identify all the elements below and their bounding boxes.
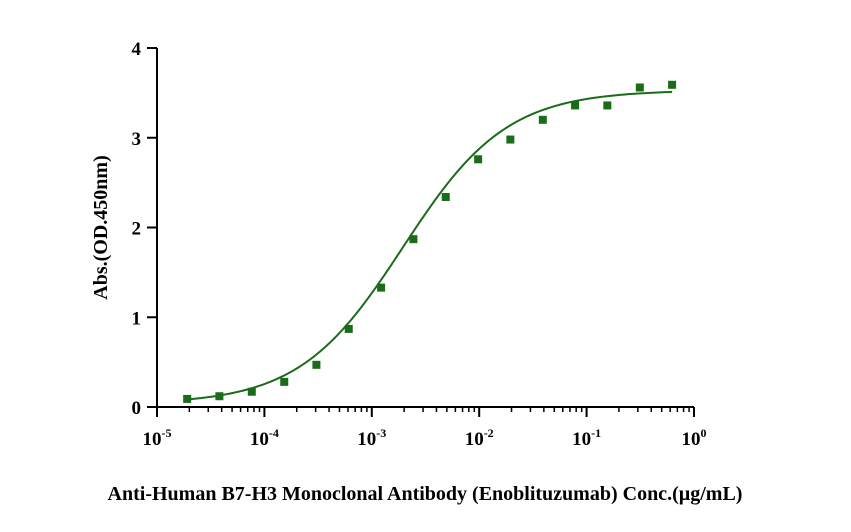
y-tick-label: 2	[132, 219, 142, 240]
data-point	[668, 80, 677, 89]
data-point	[571, 101, 580, 110]
y-tick-label: 1	[132, 308, 142, 329]
data-point	[183, 394, 192, 403]
data-point	[603, 101, 612, 110]
data-point	[474, 155, 483, 164]
data-point	[538, 115, 547, 124]
data-point	[312, 360, 321, 369]
x-axis-title: Anti-Human B7-H3 Monoclonal Antibody (En…	[108, 483, 743, 505]
data-point	[441, 192, 450, 201]
y-tick-label: 0	[132, 398, 142, 419]
data-point	[409, 235, 418, 244]
x-tick-label: 10-5	[143, 426, 172, 450]
data-point	[506, 135, 515, 144]
y-axis-title: Abs.(OD.450nm)	[90, 155, 112, 299]
x-tick-label: 100	[682, 426, 707, 450]
x-tick-label: 10-2	[465, 426, 494, 450]
data-point	[247, 387, 256, 396]
plot-area	[183, 80, 677, 403]
x-ticks: 10-5 10-4 10-3 10-2 10-1 100	[143, 407, 707, 450]
data-point	[377, 283, 386, 292]
y-ticks: 0 1 2 3 4	[132, 39, 157, 419]
data-point	[344, 324, 353, 333]
x-tick-label: 10-1	[572, 426, 601, 450]
x-tick-label: 10-3	[357, 426, 386, 450]
data-point	[215, 392, 224, 401]
data-point	[635, 83, 644, 92]
x-tick-label: 10-4	[250, 426, 279, 450]
data-point	[280, 377, 289, 386]
y-tick-label: 3	[132, 129, 142, 150]
y-tick-label: 4	[132, 39, 142, 60]
fit-curve	[187, 90, 673, 401]
